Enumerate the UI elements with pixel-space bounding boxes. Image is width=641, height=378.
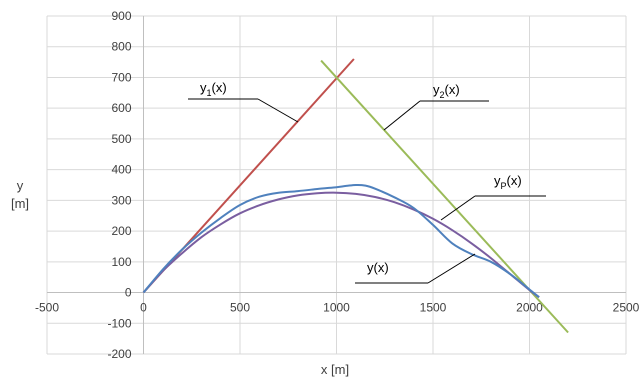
leader-y1-d (257, 98, 299, 123)
annotation-yp-base: y (494, 173, 501, 188)
series-y-line (142, 183, 540, 298)
x-tick-label: 2000 (516, 301, 543, 315)
annotation-y-base: y (367, 260, 374, 275)
annotation-y2: y2(x) (433, 82, 460, 100)
x-tick-label: -500 (35, 301, 59, 315)
y-tick-label: 600 (111, 101, 131, 115)
annotation-y1-base: y (200, 80, 207, 95)
annotation-yp-sub: P (501, 181, 507, 191)
leader-y2-d (383, 100, 421, 131)
y-tick-label: 500 (111, 132, 131, 146)
y-axis-label-line2: [m] (11, 196, 29, 211)
x-tick-label: 500 (230, 301, 250, 315)
y-tick-label: -200 (107, 347, 131, 361)
x-tick-label: 0 (140, 301, 147, 315)
labels: x [m] y [m] y1(x) y2(x) yP(x) y(x) (11, 80, 522, 377)
y-tick-label: 900 (111, 9, 131, 23)
y-tick-label: 300 (111, 193, 131, 207)
x-axis-label: x [m] (321, 362, 349, 377)
annotation-y2-tail: (x) (445, 82, 460, 97)
leader-yp-d (440, 195, 476, 221)
annotation-yp: yP(x) (494, 173, 522, 191)
y-tick-label: 800 (111, 40, 131, 54)
y-tick-label: -100 (107, 316, 131, 330)
axes: -200 -100 0 100 200 300 400 500 600 700 800 900 -500… (35, 9, 640, 361)
annotation-y1: y1(x) (200, 80, 227, 98)
annotation-y1-tail: (x) (212, 80, 227, 95)
y-tick-label: 100 (111, 255, 131, 269)
x-tick-label: 1500 (420, 301, 447, 315)
annotation-y1-sub: 1 (207, 88, 212, 98)
x-tick-label: 2500 (613, 301, 640, 315)
annotation-y-tail: (x) (374, 260, 389, 275)
y-tick-label: 400 (111, 163, 131, 177)
y-tick-label: 700 (111, 70, 131, 84)
annotation-yp-tail: (x) (507, 173, 522, 188)
y-tick-label: 200 (111, 224, 131, 238)
y-axis-label-line1: y (17, 178, 24, 193)
annotation-y: y(x) (367, 260, 389, 275)
leader-y-d (427, 253, 476, 284)
annotation-y2-base: y (433, 82, 440, 97)
annotation-leaders (188, 98, 546, 284)
annotation-y2-sub: 2 (440, 90, 445, 100)
x-tick-label: 1000 (323, 301, 350, 315)
y-tick-label: 0 (125, 286, 132, 300)
series-yp-line (142, 191, 540, 299)
